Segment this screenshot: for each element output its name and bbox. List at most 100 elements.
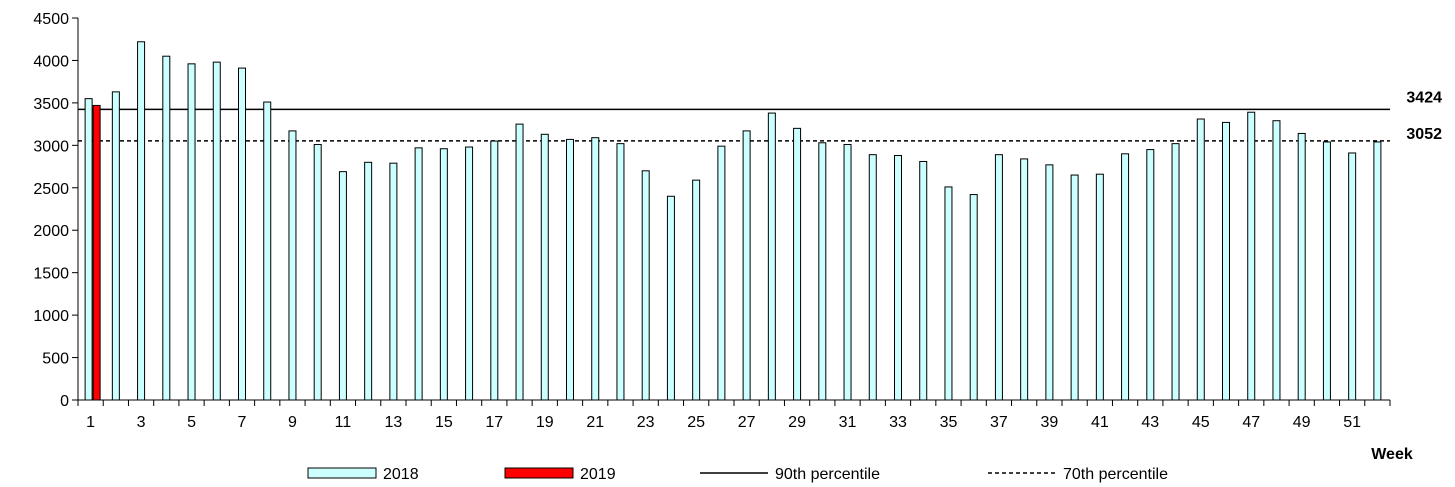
x-tick-label: 5: [187, 414, 196, 431]
bar-2018-week-5: [187, 63, 196, 401]
bar-2018-week-45: [1196, 118, 1205, 401]
x-tick-label: 37: [990, 414, 1008, 431]
x-tick-label: 23: [637, 414, 655, 431]
bar-2018-week-38: [1020, 158, 1029, 401]
legend-label-2019: 2019: [580, 466, 616, 483]
y-tick-label: 500: [42, 351, 69, 368]
y-tick-label: 3000: [33, 138, 69, 155]
bar-2018-week-48: [1272, 120, 1281, 401]
y-tick-label: 1500: [33, 266, 69, 283]
bar-2018-week-15: [439, 148, 448, 401]
bar-2018-week-1: [84, 98, 93, 401]
x-tick-label: 19: [536, 414, 554, 431]
bar-2018-week-14: [414, 147, 423, 401]
y-tick-label: 1000: [33, 308, 69, 325]
x-tick-label: 17: [485, 414, 503, 431]
x-tick-label: 25: [687, 414, 705, 431]
x-tick-label: 15: [435, 414, 453, 431]
y-axis-ticks: 0 500 1000 1500 2000 2500 3000 3500 4000 4500: [33, 11, 78, 410]
bar-2018-week-25: [692, 179, 701, 401]
percentile-value-label: 3424: [1406, 89, 1442, 106]
legend-label-2018: 2018: [383, 466, 419, 483]
bar-2018-week-13: [389, 162, 398, 401]
x-tick-label: 9: [288, 414, 297, 431]
bar-2018-week-30: [818, 142, 827, 401]
x-tick-label: 43: [1141, 414, 1159, 431]
y-tick-label: 0: [60, 393, 69, 410]
x-tick-label: 35: [940, 414, 958, 431]
x-axis-ticks: 1 3 5 7 9 11 13 15 17 19 21 23 25 27 29 31 33 35 37 39 41 43 4…: [77, 400, 1391, 431]
bar-2018-week-43: [1146, 149, 1155, 401]
bar-2018-week-52: [1373, 141, 1382, 401]
x-tick-label: 49: [1293, 414, 1311, 431]
x-tick-label: 39: [1040, 414, 1058, 431]
bar-2018-week-40: [1070, 174, 1079, 401]
bar-2018-week-26: [717, 145, 726, 401]
x-tick-label: 45: [1192, 414, 1210, 431]
x-tick-label: 41: [1091, 414, 1109, 431]
bar-2018-week-20: [566, 138, 574, 401]
bar-2018-week-41: [1095, 173, 1104, 401]
bar-2018-week-35: [944, 186, 953, 401]
y-tick-label: 4500: [33, 11, 69, 28]
bar-2018-week-37: [994, 154, 1003, 401]
bar-2018-week-34: [919, 160, 928, 401]
bar-2018-week-19: [540, 133, 549, 401]
x-tick-label: 33: [889, 414, 907, 431]
bar-2018-week-18: [515, 123, 524, 401]
legend-label-70th: 70th percentile: [1063, 466, 1168, 483]
bar-2018-week-12: [364, 161, 373, 401]
bar-2018-week-23: [641, 170, 650, 401]
bar-2018-week-51: [1348, 152, 1357, 401]
bar-2018-week-28: [767, 112, 776, 401]
bar-2018-week-31: [843, 143, 852, 401]
bar-2018-week-22: [616, 143, 625, 401]
bar-2018-week-36: [969, 194, 978, 401]
bars: [84, 41, 1382, 401]
y-tick-label: 2500: [33, 181, 69, 198]
x-tick-label: 29: [788, 414, 806, 431]
y-tick-label: 3500: [33, 96, 69, 113]
percentile-lines: 3424 3052: [78, 89, 1442, 143]
bar-2018-week-4: [162, 55, 171, 401]
x-axis-label: Week: [1371, 446, 1413, 463]
bar-2018-week-33: [894, 155, 902, 401]
bar-2018-week-39: [1045, 164, 1054, 401]
bar-2018-week-24: [666, 195, 675, 401]
bar-2019-week-1: [92, 104, 101, 401]
legend-swatch-2018: [307, 467, 377, 479]
y-tick-label: 4000: [33, 53, 69, 70]
legend-swatch-2019: [504, 467, 574, 479]
x-tick-label: 51: [1343, 414, 1361, 431]
x-tick-label: 47: [1242, 414, 1260, 431]
bar-2018-week-32: [868, 154, 877, 401]
x-tick-label: 11: [335, 414, 352, 431]
axes: [77, 18, 1390, 401]
legend: 2018 2019 90th percentile 70th percentile: [307, 466, 1168, 483]
bar-2018-week-46: [1222, 121, 1230, 401]
x-tick-label: 21: [586, 414, 604, 431]
x-tick-label: 27: [738, 414, 756, 431]
bar-2018-week-16: [465, 146, 474, 401]
bar-2018-week-42: [1121, 153, 1130, 401]
bar-2018-week-21: [591, 137, 600, 401]
bar-2018-week-44: [1171, 143, 1180, 401]
bar-2018-week-49: [1297, 132, 1306, 401]
legend-label-90th: 90th percentile: [775, 466, 880, 483]
bar-2018-week-11: [338, 171, 347, 401]
bar-2018-week-10: [313, 143, 322, 401]
x-tick-label: 13: [384, 414, 402, 431]
bar-2018-week-27: [742, 130, 751, 401]
bar-2018-week-6: [212, 61, 221, 401]
x-tick-label: 3: [137, 414, 146, 431]
x-tick-label: 31: [839, 414, 857, 431]
x-tick-label: 1: [86, 414, 95, 431]
bar-2018-week-7: [238, 67, 246, 401]
bar-2018-week-50: [1322, 141, 1331, 401]
bar-2018-week-9: [288, 130, 297, 401]
bar-2018-week-47: [1247, 111, 1256, 401]
bar-2018-week-3: [137, 41, 146, 401]
bar-2018-week-17: [490, 140, 499, 401]
percentile-value-label: 3052: [1406, 126, 1442, 143]
